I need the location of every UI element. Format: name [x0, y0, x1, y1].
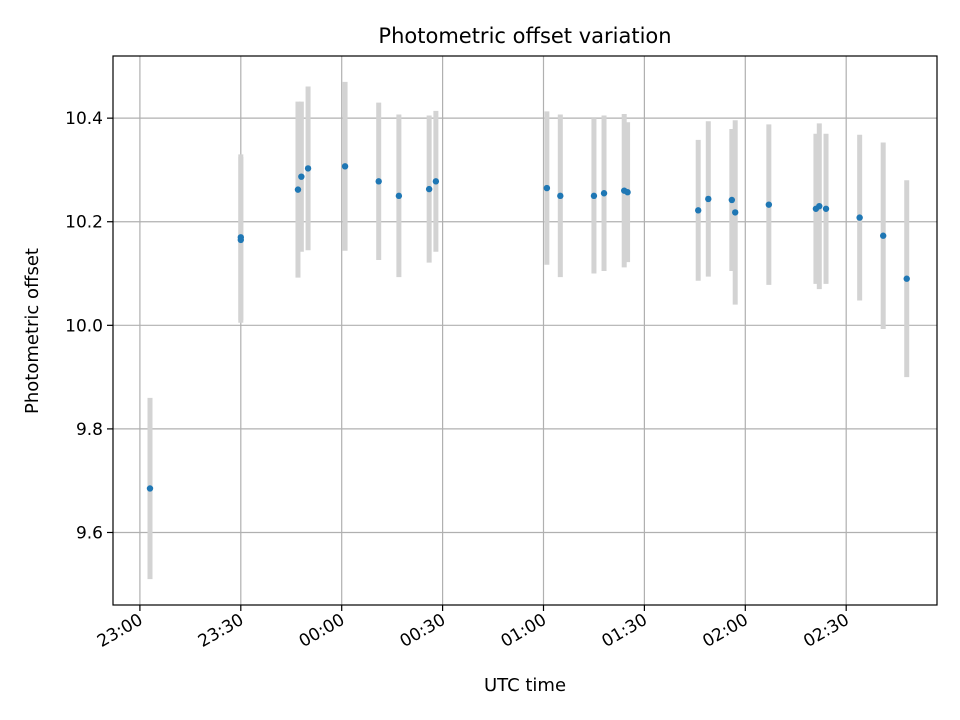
data-point — [375, 178, 382, 185]
data-point — [732, 209, 739, 216]
data-point — [341, 163, 349, 170]
y-tick-label: 10.4 — [65, 109, 103, 129]
data-point — [903, 275, 910, 282]
data-point — [705, 195, 712, 203]
data-point — [432, 178, 440, 185]
data-point — [304, 165, 312, 172]
data-point — [425, 185, 433, 193]
plot-area — [112, 55, 938, 606]
y-axis: 9.6 9.8 10.0 10.2 10.4 — [65, 109, 113, 543]
data-point — [395, 192, 403, 200]
grid — [113, 56, 937, 605]
chart-title: Photometric offset variation — [378, 24, 671, 48]
data-point — [856, 214, 863, 221]
y-axis-title: Photometric offset — [22, 248, 43, 414]
data-points — [146, 163, 910, 492]
data-point — [695, 207, 702, 214]
data-point — [624, 189, 631, 196]
data-point — [590, 192, 598, 200]
data-point — [237, 236, 245, 244]
data-point — [543, 184, 551, 192]
y-tick-label: 10.2 — [65, 213, 103, 233]
axes-frame — [112, 55, 938, 606]
data-point — [146, 485, 154, 492]
data-point — [822, 205, 830, 212]
y-tick-label: 9.6 — [76, 523, 103, 543]
y-tick-label: 9.8 — [76, 420, 103, 440]
data-point — [879, 232, 887, 239]
data-point — [294, 186, 302, 193]
data-point — [728, 196, 736, 204]
data-point — [765, 201, 773, 208]
x-axis-title: UTC time — [484, 675, 566, 696]
data-point — [557, 192, 564, 200]
data-point — [298, 173, 305, 180]
y-tick-label: 10.0 — [65, 316, 103, 336]
data-point — [816, 202, 823, 210]
data-point — [600, 190, 608, 197]
